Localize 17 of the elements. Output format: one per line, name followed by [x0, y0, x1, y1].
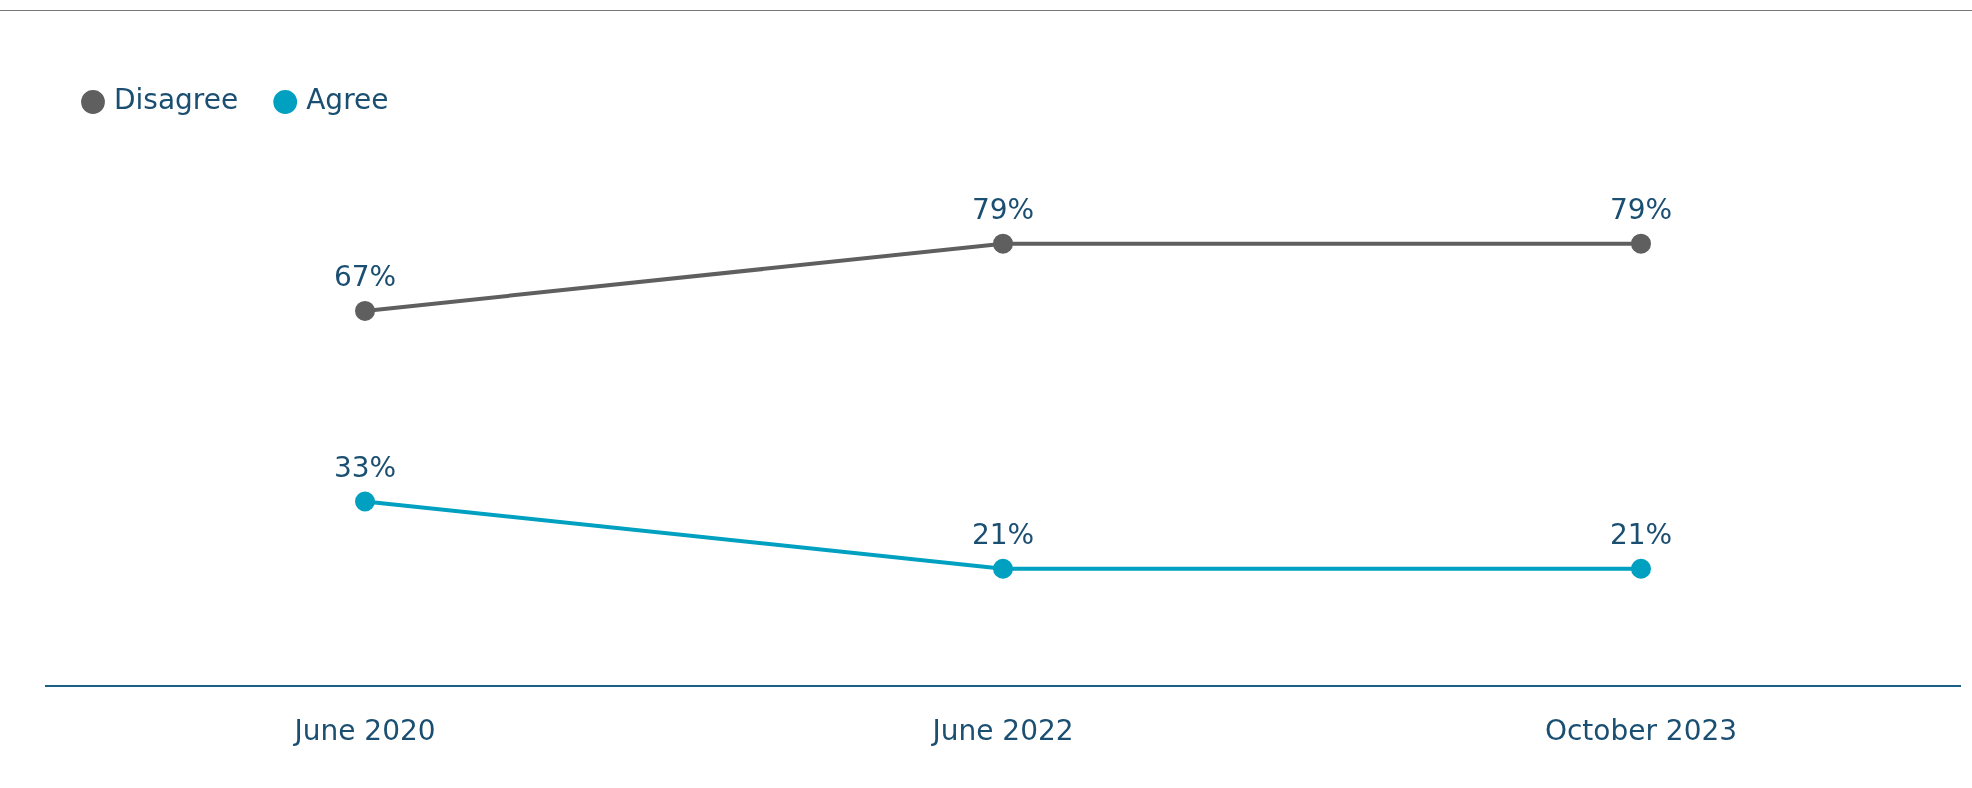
legend-label: Agree	[306, 83, 389, 117]
point	[993, 233, 1013, 254]
point	[1631, 233, 1651, 254]
point	[355, 300, 375, 321]
x-tick-label: October 2023	[1544, 714, 1738, 748]
data-label: 79%	[971, 192, 1035, 226]
data-label: 79%	[1609, 192, 1673, 226]
x-tick-label: June 2022	[930, 714, 1074, 748]
data-label: 33%	[333, 450, 397, 484]
data-label: 21%	[1609, 518, 1673, 551]
data-label: 21%	[971, 518, 1035, 551]
point	[355, 491, 375, 512]
point	[993, 558, 1013, 579]
legend-label: Disagree	[114, 83, 239, 117]
data-label: 67%	[333, 260, 397, 294]
point	[1631, 558, 1651, 579]
x-tick-label: June 2020	[292, 714, 436, 748]
